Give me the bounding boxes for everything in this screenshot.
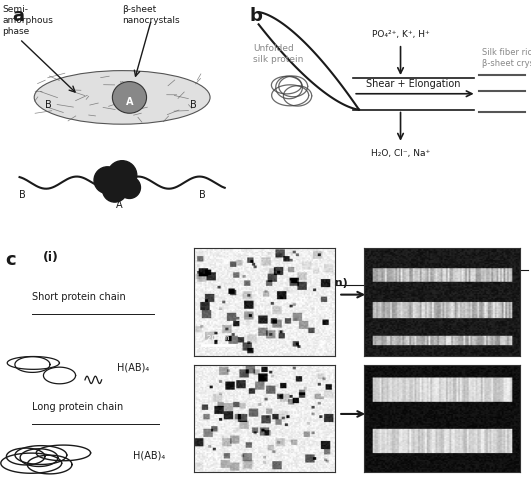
Ellipse shape <box>113 81 147 113</box>
Text: A: A <box>116 200 123 209</box>
Circle shape <box>107 161 137 190</box>
Text: Short protein chain: Short protein chain <box>32 292 126 302</box>
Text: H₂O, Cl⁻, Na⁺: H₂O, Cl⁻, Na⁺ <box>371 149 430 157</box>
Text: b: b <box>250 7 263 25</box>
Text: a: a <box>12 7 24 25</box>
Ellipse shape <box>34 71 210 124</box>
Circle shape <box>102 178 127 202</box>
Text: Unfolded
silk protein: Unfolded silk protein <box>253 44 303 64</box>
Text: Semi-
amorphous
phase: Semi- amorphous phase <box>3 5 53 36</box>
Circle shape <box>94 167 121 193</box>
Text: H(AB)₄: H(AB)₄ <box>133 450 165 460</box>
Text: Shear + Elongation: Shear + Elongation <box>366 79 461 89</box>
Text: B: B <box>46 100 52 110</box>
Text: B: B <box>190 100 196 110</box>
Text: 20 nm: 20 nm <box>207 336 229 341</box>
Circle shape <box>118 177 141 199</box>
Text: H(AB)₄: H(AB)₄ <box>117 363 149 373</box>
Text: Before shear flow: Before shear flow <box>223 251 334 261</box>
Text: After shear flow: After shear flow <box>412 251 513 261</box>
Text: (i): (i) <box>42 251 58 264</box>
Text: (iii): (iii) <box>382 251 406 264</box>
Text: B: B <box>199 190 206 200</box>
Text: A: A <box>126 97 133 107</box>
Text: Silk fiber rich in
β-sheet crystals: Silk fiber rich in β-sheet crystals <box>482 48 531 68</box>
Text: c: c <box>5 251 16 269</box>
Text: β-sheet
nanocrystals: β-sheet nanocrystals <box>122 5 180 25</box>
Text: (ii): (ii) <box>204 251 225 264</box>
Text: Long protein chain: Long protein chain <box>32 402 123 412</box>
Text: PO₄²⁺, K⁺, H⁺: PO₄²⁺, K⁺, H⁺ <box>372 30 430 39</box>
Text: (after equilibration): (after equilibration) <box>223 278 348 288</box>
Text: B: B <box>19 190 25 200</box>
